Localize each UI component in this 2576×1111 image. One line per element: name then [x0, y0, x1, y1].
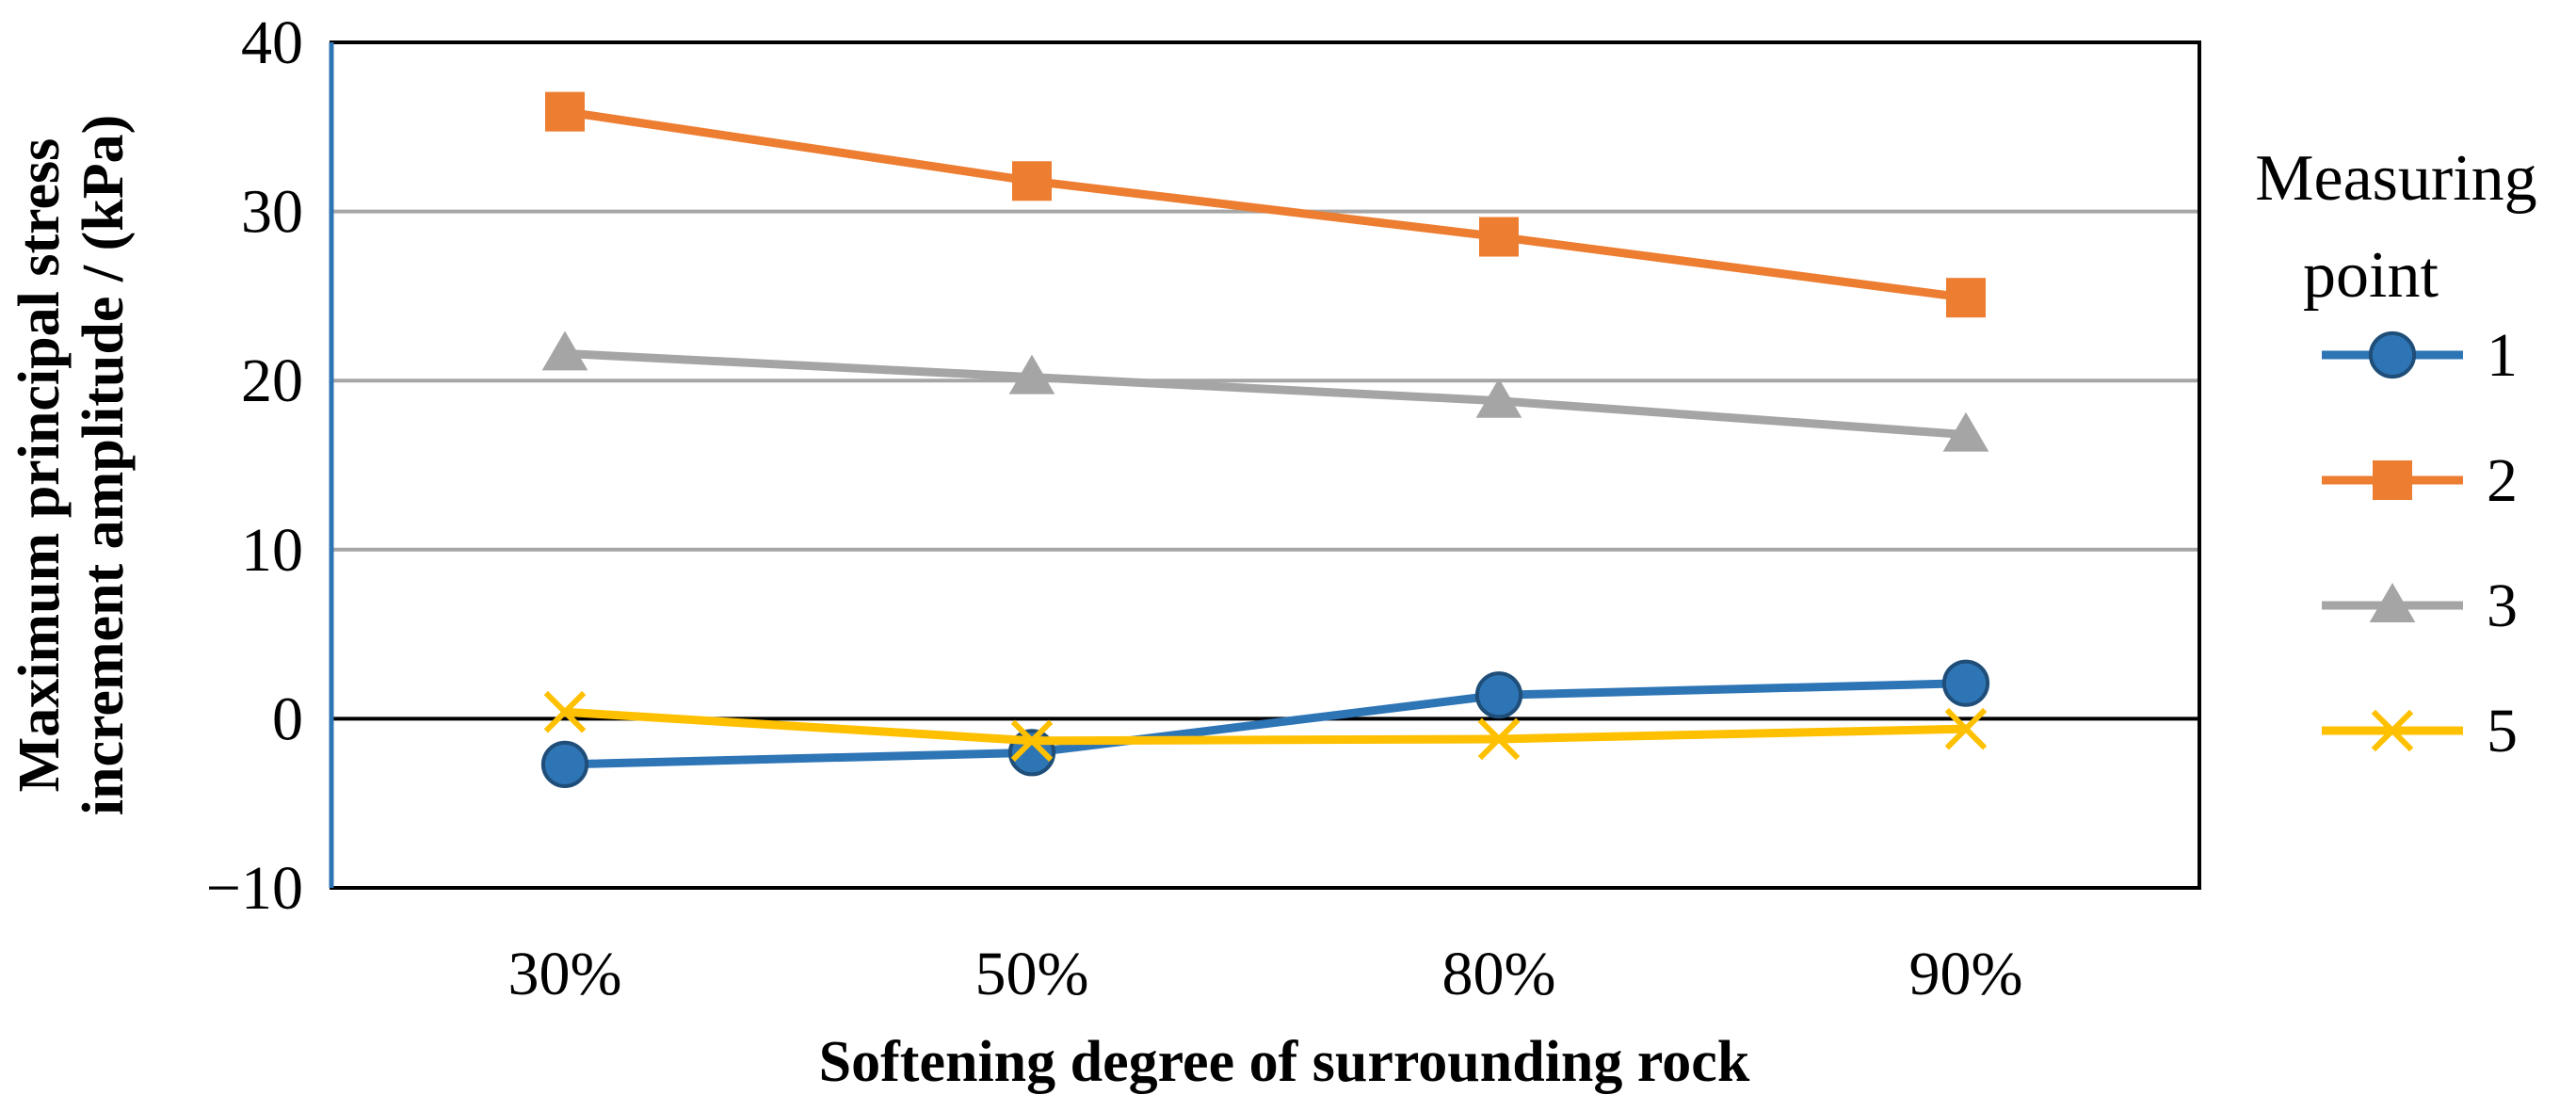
marker-stroke — [2371, 709, 2414, 752]
series-line — [560, 107, 1971, 302]
data-point-marker — [543, 690, 587, 733]
data-point-marker — [1477, 717, 1521, 761]
y-tick-label: 40 — [241, 8, 303, 77]
y-axis-title-line-2: increment amplitude / (kPa) — [72, 115, 136, 816]
x-axis-title: Softening degree of surrounding rock — [819, 1030, 1750, 1094]
data-point-marker — [2369, 583, 2416, 622]
legend-label: 5 — [2487, 697, 2518, 765]
data-point-marker — [2371, 709, 2414, 752]
legend-title-line-1: Measuring — [2255, 142, 2536, 215]
series-line — [560, 707, 1971, 746]
data-point-marker — [1474, 671, 1523, 719]
data-point-marker — [1941, 659, 1990, 707]
data-point-marker — [540, 740, 589, 788]
y-tick-label: −10 — [206, 854, 303, 923]
legend-label: 2 — [2487, 446, 2518, 515]
y-axis-title: Maximum principal stress increment ampli… — [8, 115, 136, 816]
data-point-marker — [2373, 460, 2412, 500]
data-point-marker — [1946, 278, 1986, 318]
x-tick-label: 50% — [975, 940, 1089, 1008]
series-lines — [540, 91, 1990, 788]
marker-stroke — [543, 690, 587, 733]
data-point-marker — [1012, 161, 1052, 201]
series-2 — [545, 91, 1986, 318]
y-tick-label: 0 — [272, 684, 303, 753]
legend-label: 1 — [2487, 321, 2518, 390]
legend-item-3: 3 — [2322, 572, 2518, 640]
legend-item-5: 5 — [2322, 697, 2518, 765]
y-tick-label: 20 — [241, 346, 303, 415]
legend-item-2: 2 — [2322, 446, 2518, 515]
series-1 — [540, 659, 1990, 788]
data-point-marker — [1944, 707, 1988, 750]
series-5 — [543, 690, 1988, 763]
legend-title-line-2: point — [2303, 239, 2439, 312]
y-tick-label: 30 — [241, 178, 303, 247]
marker-stroke — [1944, 707, 1988, 750]
data-point-marker — [1475, 378, 1522, 418]
legend-item-1: 1 — [2322, 321, 2518, 390]
y-tick-label: 10 — [241, 516, 303, 585]
series-line — [560, 348, 1971, 440]
data-point-marker — [2368, 330, 2417, 379]
data-point-marker — [1479, 217, 1519, 257]
x-axis-tick-labels: 30% 50% 80% 90% — [508, 940, 2023, 1008]
data-point-marker — [1010, 719, 1054, 763]
legend-label: 3 — [2487, 572, 2518, 640]
series-line — [560, 679, 1971, 769]
marker-stroke — [1477, 717, 1521, 761]
marker-stroke — [1010, 719, 1054, 763]
y-axis-title-line-1: Maximum principal stress — [8, 138, 72, 793]
y-axis-tick-labels: −10 0 10 20 30 40 — [206, 8, 303, 923]
data-point-marker — [545, 91, 585, 132]
x-tick-label: 90% — [1909, 940, 2023, 1008]
data-point-marker — [1942, 411, 1989, 452]
legend-items: 1 2 3 5 — [2322, 321, 2518, 765]
data-point-marker — [1008, 354, 1055, 394]
x-tick-label: 80% — [1442, 940, 1556, 1008]
x-tick-label: 30% — [508, 940, 622, 1008]
data-point-marker — [541, 330, 588, 371]
series-3 — [541, 330, 1989, 452]
legend: Measuring point 1 2 3 5 — [2255, 142, 2536, 765]
